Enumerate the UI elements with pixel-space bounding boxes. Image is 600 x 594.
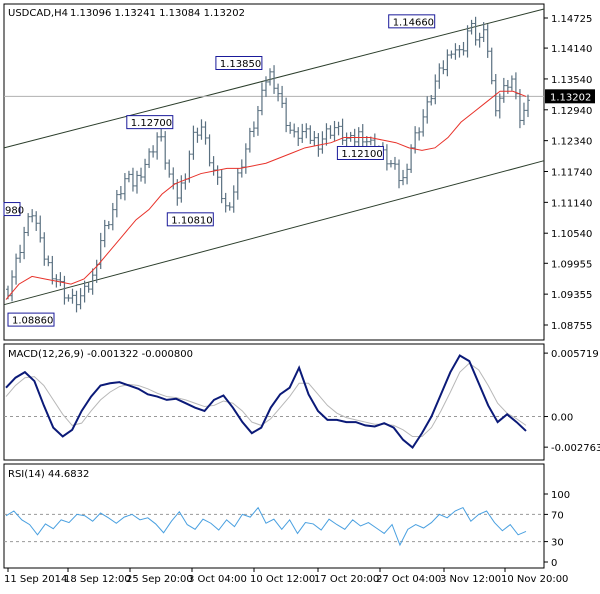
price-annotation-box (126, 115, 174, 130)
rsi-panel-frame (3, 463, 545, 569)
macd-plot-layer (4, 354, 544, 450)
x-tick-label: 3 Oct 04:00 (188, 574, 247, 585)
price-annotation-label: 1.10810 (171, 215, 212, 226)
main-panel-frame (3, 3, 545, 341)
main-y-tick-label: 1.14140 (551, 44, 592, 55)
rsi-plot-layer (4, 506, 544, 547)
main-y-tick-label: 1.12340 (551, 137, 592, 148)
macd-label: MACD(12,26,9) -0.001322 -0.000800 (8, 349, 193, 360)
main-y-tick-label: 1.10540 (551, 229, 592, 240)
main-y-tick-label: 1.12940 (551, 106, 592, 117)
macd-y-tick-label: -0.002763 (551, 443, 600, 454)
x-tick-label: 27 Oct 04:00 (376, 574, 441, 585)
macd-y-tick-label: 0.00 (551, 413, 573, 424)
x-tick-label: 18 Sep 12:00 (64, 574, 131, 585)
price-annotation-label: 1.08860 (12, 316, 53, 327)
main-y-tick-label: 1.09955 (551, 259, 592, 270)
price-annotation-box (388, 14, 436, 29)
price-annotation-label: 1.13850 (220, 59, 261, 70)
macd-main-line (5, 354, 527, 450)
price-annotation-box (7, 312, 55, 327)
lower-channel-line (3, 160, 545, 306)
rsi-y-tick-label: 70 (551, 510, 564, 521)
rsi-y-tick-label: 100 (551, 490, 570, 501)
price-annotation-label: 1.12100 (341, 149, 382, 160)
macd-signal-line (5, 362, 527, 437)
main-plot-layer: 1.14660 1.13850 1.12700 1.12100 1.10810 1.088… (3, 8, 545, 327)
x-tick-label: 10 Nov 20:00 (501, 574, 568, 585)
main-ohlc-label: 1.13096 1.13241 1.13084 1.13202 (70, 8, 245, 19)
rsi-label: RSI(14) 44.6832 (8, 469, 89, 480)
x-tick-label: 10 Oct 12:00 (250, 574, 315, 585)
moving-average-line (5, 90, 527, 300)
main-y-tick-label: 1.11140 (551, 198, 592, 209)
price-annotation-label: 1.12700 (131, 118, 172, 129)
main-y-tick-label: 1.14725 (551, 14, 592, 25)
main-y-tick-label: 1.13540 (551, 75, 592, 86)
main-y-tick-label: 1.08755 (551, 321, 592, 332)
current-price-box (545, 89, 595, 104)
macd-y-tick-label: 0.005719 (551, 349, 599, 360)
current-price-label: 1.13202 (550, 92, 591, 103)
x-tick-label: 11 Sep 2014 (4, 574, 67, 585)
price-annotation-box (3, 202, 21, 217)
price-annotation-box (166, 212, 214, 227)
rsi-y-tick-label: 30 (551, 538, 564, 549)
main-symbol-label: USDCAD,H4 (8, 8, 68, 19)
x-tick-label: 25 Sep 20:00 (126, 574, 193, 585)
x-tick-label: 17 Oct 20:00 (314, 574, 379, 585)
main-y-tick-label: 1.09355 (551, 290, 592, 301)
rsi-y-tick-label: 0 (551, 558, 557, 569)
price-annotation-label: 980 (5, 206, 24, 217)
axes-layer: 1.14725 1.14140 1.13540 1.12940 1.12340 1.117… (4, 14, 600, 585)
price-annotation-box (215, 55, 263, 70)
price-annotation-label: 1.14660 (393, 17, 434, 28)
price-annotation-box (336, 145, 384, 160)
rsi-line (5, 506, 527, 547)
x-tick-label: 3 Nov 12:00 (440, 574, 501, 585)
main-y-tick-label: 1.11740 (551, 168, 592, 179)
